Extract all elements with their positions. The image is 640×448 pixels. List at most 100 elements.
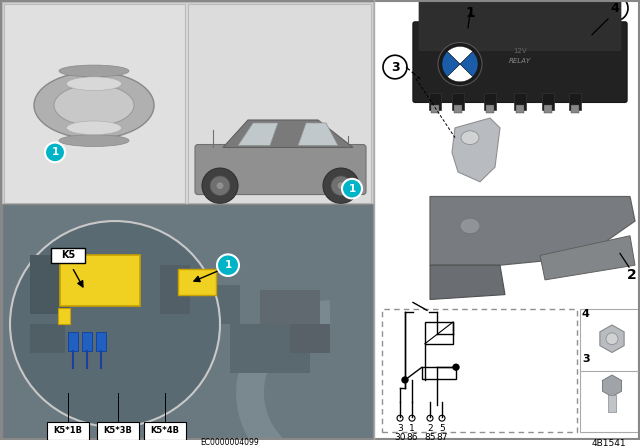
- Polygon shape: [238, 123, 278, 146]
- Bar: [50, 255, 70, 285]
- Text: RELAY: RELAY: [509, 58, 531, 64]
- Bar: [58, 308, 70, 324]
- Bar: [542, 93, 554, 110]
- Text: 1: 1: [409, 424, 415, 433]
- Circle shape: [331, 176, 351, 195]
- Polygon shape: [223, 120, 353, 147]
- Bar: [160, 265, 190, 314]
- Circle shape: [45, 142, 65, 162]
- Bar: [382, 309, 577, 432]
- Text: 3: 3: [397, 424, 403, 433]
- Circle shape: [10, 221, 220, 427]
- Ellipse shape: [67, 121, 122, 135]
- Text: 1: 1: [348, 184, 356, 194]
- Bar: [514, 93, 526, 110]
- Text: 3: 3: [582, 354, 589, 364]
- Bar: [188, 4, 371, 203]
- Bar: [178, 269, 216, 295]
- Ellipse shape: [59, 135, 129, 146]
- Bar: [30, 255, 70, 314]
- Polygon shape: [452, 118, 500, 182]
- Circle shape: [397, 415, 403, 421]
- Circle shape: [409, 415, 415, 421]
- Circle shape: [383, 55, 407, 79]
- Bar: [452, 93, 464, 110]
- Bar: [2, 204, 373, 440]
- Bar: [2, 2, 373, 204]
- Circle shape: [606, 333, 618, 345]
- Ellipse shape: [461, 131, 479, 145]
- Text: 3: 3: [390, 60, 399, 73]
- Text: K5*3B: K5*3B: [104, 426, 132, 435]
- Circle shape: [438, 43, 482, 86]
- Text: 2: 2: [627, 268, 637, 282]
- Bar: [60, 255, 140, 306]
- Bar: [230, 324, 310, 373]
- Text: 86: 86: [406, 433, 418, 442]
- FancyBboxPatch shape: [144, 422, 186, 440]
- Polygon shape: [298, 123, 338, 146]
- Bar: [422, 367, 456, 379]
- Ellipse shape: [67, 77, 122, 90]
- Circle shape: [323, 168, 359, 203]
- Text: 1: 1: [465, 6, 475, 20]
- Bar: [544, 105, 552, 113]
- Wedge shape: [442, 52, 460, 77]
- FancyBboxPatch shape: [195, 145, 366, 194]
- Bar: [290, 324, 330, 353]
- Wedge shape: [447, 64, 473, 82]
- Bar: [454, 105, 462, 113]
- Circle shape: [217, 254, 239, 276]
- Text: EC0000004099: EC0000004099: [200, 438, 259, 447]
- Text: 87: 87: [436, 433, 448, 442]
- Bar: [431, 105, 439, 113]
- Text: 2: 2: [427, 424, 433, 433]
- Text: 4: 4: [611, 2, 620, 15]
- Bar: [569, 93, 581, 110]
- Circle shape: [202, 168, 238, 203]
- Polygon shape: [540, 236, 635, 280]
- Text: 4B1541: 4B1541: [592, 439, 627, 448]
- Polygon shape: [430, 265, 505, 300]
- Text: 1: 1: [51, 147, 59, 157]
- FancyBboxPatch shape: [47, 422, 89, 440]
- Bar: [484, 93, 496, 110]
- Polygon shape: [430, 197, 635, 265]
- Text: K5*1B: K5*1B: [54, 426, 83, 435]
- Circle shape: [337, 182, 345, 190]
- Wedge shape: [447, 47, 473, 64]
- Text: K5*4B: K5*4B: [150, 426, 179, 435]
- Bar: [190, 285, 240, 324]
- Text: 1: 1: [225, 260, 232, 270]
- Bar: [82, 332, 92, 352]
- Bar: [68, 332, 78, 352]
- Bar: [260, 290, 320, 324]
- Bar: [4, 4, 185, 203]
- Bar: [571, 105, 579, 113]
- Bar: [374, 0, 640, 440]
- Bar: [96, 332, 106, 352]
- Circle shape: [427, 415, 433, 421]
- Circle shape: [216, 182, 224, 190]
- Ellipse shape: [54, 85, 134, 126]
- FancyBboxPatch shape: [419, 0, 621, 50]
- Wedge shape: [460, 52, 478, 77]
- Text: 5: 5: [439, 424, 445, 433]
- Circle shape: [402, 377, 408, 383]
- FancyBboxPatch shape: [97, 422, 139, 440]
- Bar: [425, 322, 453, 344]
- Bar: [30, 324, 65, 353]
- FancyBboxPatch shape: [413, 22, 627, 102]
- Ellipse shape: [59, 65, 129, 77]
- Circle shape: [439, 415, 445, 421]
- Text: 85: 85: [424, 433, 436, 442]
- Text: 30: 30: [394, 433, 406, 442]
- Circle shape: [210, 176, 230, 195]
- Bar: [516, 105, 524, 113]
- Bar: [608, 395, 616, 412]
- Circle shape: [602, 0, 628, 21]
- Bar: [429, 93, 441, 110]
- Text: K5: K5: [61, 250, 75, 260]
- Bar: [486, 105, 494, 113]
- Text: 4: 4: [582, 309, 590, 319]
